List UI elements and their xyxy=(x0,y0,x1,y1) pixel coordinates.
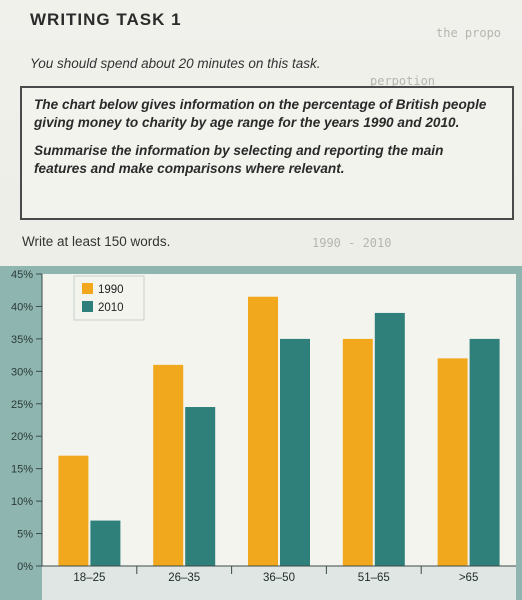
bar-chart: 0% 5% 10% 15% 20% 25% 30% 35% 40% 45% 18–25 26–35 36… xyxy=(11,269,516,600)
legend-swatch xyxy=(82,301,93,312)
prompt-paragraph: Summarise the information by selecting a… xyxy=(34,143,444,176)
y-tick-label: 5% xyxy=(17,529,33,541)
chart-frame: 0% 5% 10% 15% 20% 25% 30% 35% 40% 45% 18–25 26–35 36… xyxy=(0,266,522,600)
legend-swatch xyxy=(82,283,93,294)
bar-2010 xyxy=(185,407,216,566)
bar-1990 xyxy=(248,296,278,566)
category-label: 36–50 xyxy=(263,572,295,584)
bar-1990 xyxy=(153,364,184,566)
bar-2010 xyxy=(90,520,121,566)
y-tick-label: 35% xyxy=(11,334,33,346)
y-tick-label: 45% xyxy=(11,269,33,281)
y-tick-label: 20% xyxy=(11,431,33,443)
category-label: >65 xyxy=(459,572,479,584)
x-axis-band xyxy=(42,566,516,600)
legend-label: 1990 xyxy=(98,284,124,296)
task-prompt-box: The chart below gives information on the… xyxy=(20,86,514,220)
y-tick-label: 25% xyxy=(11,399,33,411)
y-tick-label: 15% xyxy=(11,464,33,476)
bar-2010 xyxy=(280,338,310,566)
legend-label: 2010 xyxy=(98,302,124,314)
category-label: 26–35 xyxy=(168,572,200,584)
category-label: 18–25 xyxy=(73,572,105,584)
y-tick-label: 40% xyxy=(11,301,33,313)
y-tick-label: 10% xyxy=(11,496,33,508)
handwritten-note: 1990 - 2010 xyxy=(312,236,392,250)
word-count-note: Write at least 150 words. xyxy=(22,234,171,249)
y-tick-label: 30% xyxy=(11,366,33,378)
task-title: WRITING TASK 1 xyxy=(30,10,182,29)
bar-1990 xyxy=(342,338,373,566)
time-instruction: You should spend about 20 minutes on thi… xyxy=(30,56,321,71)
plot-area xyxy=(42,274,516,566)
bar-2010 xyxy=(469,338,500,566)
y-tick-label: 0% xyxy=(17,561,33,573)
bar-1990 xyxy=(58,455,89,566)
category-label: 51–65 xyxy=(358,572,390,584)
prompt-paragraph: The chart below gives information on the… xyxy=(34,97,487,130)
handwritten-note: the propo xyxy=(436,26,502,40)
bar-1990 xyxy=(437,358,468,566)
handwritten-note: perpotion xyxy=(370,74,436,88)
bar-2010 xyxy=(374,312,405,566)
